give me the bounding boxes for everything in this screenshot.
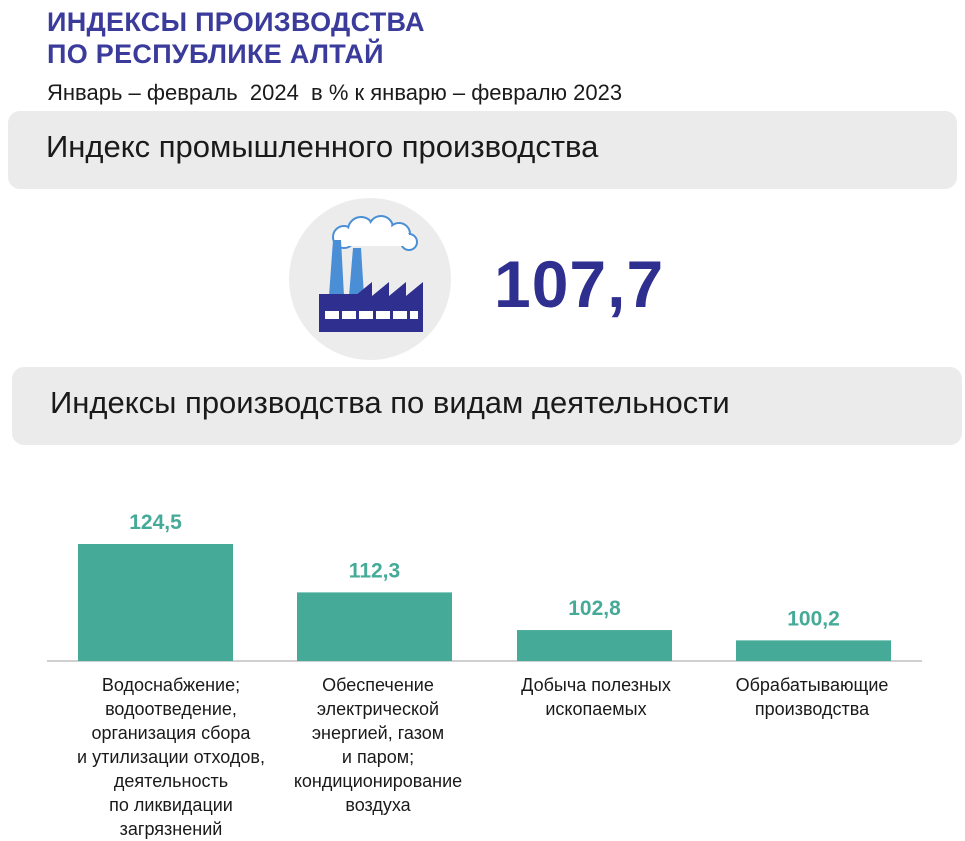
activity-section-heading: Индексы производства по видам деятельнос… (50, 385, 730, 420)
bar-value-label-1: 124,5 (129, 511, 182, 534)
industrial-index-banner: Индекс промышленного производства (8, 111, 957, 189)
bar-4 (736, 640, 891, 661)
category-label-4: Обрабатывающие производства (735, 675, 889, 719)
bar-1 (78, 544, 233, 661)
factory-icon (289, 198, 451, 360)
page-title-line-2: ПО РЕСПУБЛИКЕ АЛТАЙ (47, 39, 384, 69)
activity-section-banner: Индексы производства по видам деятельнос… (12, 367, 962, 445)
bar-2 (297, 592, 452, 661)
page-title-line-1: ИНДЕКСЫ ПРОИЗВОДСТВА (47, 7, 425, 37)
page-title: ИНДЕКСЫ ПРОИЗВОДСТВА ПО РЕСПУБЛИКЕ АЛТАЙ (47, 6, 425, 70)
bar-value-label-2: 112,3 (349, 559, 400, 582)
category-label-2: Обеспечение электрической энергией, газо… (293, 675, 463, 815)
industrial-index-value: 107,7 (494, 247, 665, 321)
category-label-1: Водоснабжение; водоотведение, организаци… (77, 675, 265, 839)
page-subtitle: Январь – февраль 2024 в % к январю – фев… (47, 80, 623, 105)
factory-icon-graphic (319, 215, 423, 332)
bar-value-label-4: 100,2 (787, 607, 840, 630)
category-label-3: Добыча полезных ископаемых (521, 675, 671, 719)
bar-value-label-3: 102,8 (568, 597, 621, 620)
bar-3 (517, 630, 672, 661)
industrial-index-heading: Индекс промышленного производства (46, 129, 599, 164)
